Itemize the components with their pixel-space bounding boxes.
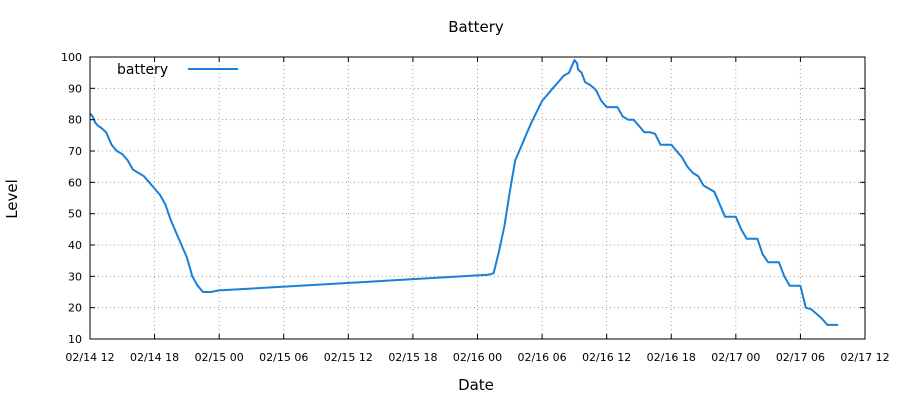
series-line-battery [89,59,839,326]
x-tick-label: 02/16 18 [647,351,696,364]
y-tick-label: 50 [68,208,82,221]
y-tick-label: 30 [68,270,82,283]
y-tick-label: 60 [68,176,82,189]
x-tick-label: 02/15 00 [195,351,244,364]
y-tick-label: 10 [68,333,82,346]
y-tick-label: 40 [68,239,82,252]
chart-title: Battery [448,18,504,36]
y-tick-label: 20 [68,302,82,315]
x-tick-label: 02/16 00 [453,351,502,364]
x-tick-label: 02/14 12 [65,351,114,364]
x-tick-label: 02/15 18 [388,351,437,364]
y-axis-label: Level [3,179,21,219]
x-tick-label: 02/14 18 [130,351,179,364]
legend: battery [117,62,238,78]
y-tick-label: 80 [68,114,82,127]
y-tick-label: 90 [68,82,82,95]
series-layer [89,59,839,326]
y-tick-label: 70 [68,145,82,158]
x-tick-label: 02/17 00 [711,351,760,364]
x-tick-label: 02/15 12 [324,351,373,364]
plot-frame [89,56,866,340]
y-tick-label: 100 [61,51,82,64]
x-tick-label: 02/16 06 [517,351,566,364]
ticks: 10 20 30 40 50 60 70 80 90 100 02/14 12 02/14 18 02/… [61,51,890,364]
x-tick-label: 02/15 06 [259,351,308,364]
x-tick-label: 02/17 06 [776,351,825,364]
x-axis-label: Date [458,376,494,394]
x-tick-label: 02/17 12 [840,351,889,364]
legend-label-battery: battery [117,62,168,78]
x-tick-label: 02/16 12 [582,351,631,364]
